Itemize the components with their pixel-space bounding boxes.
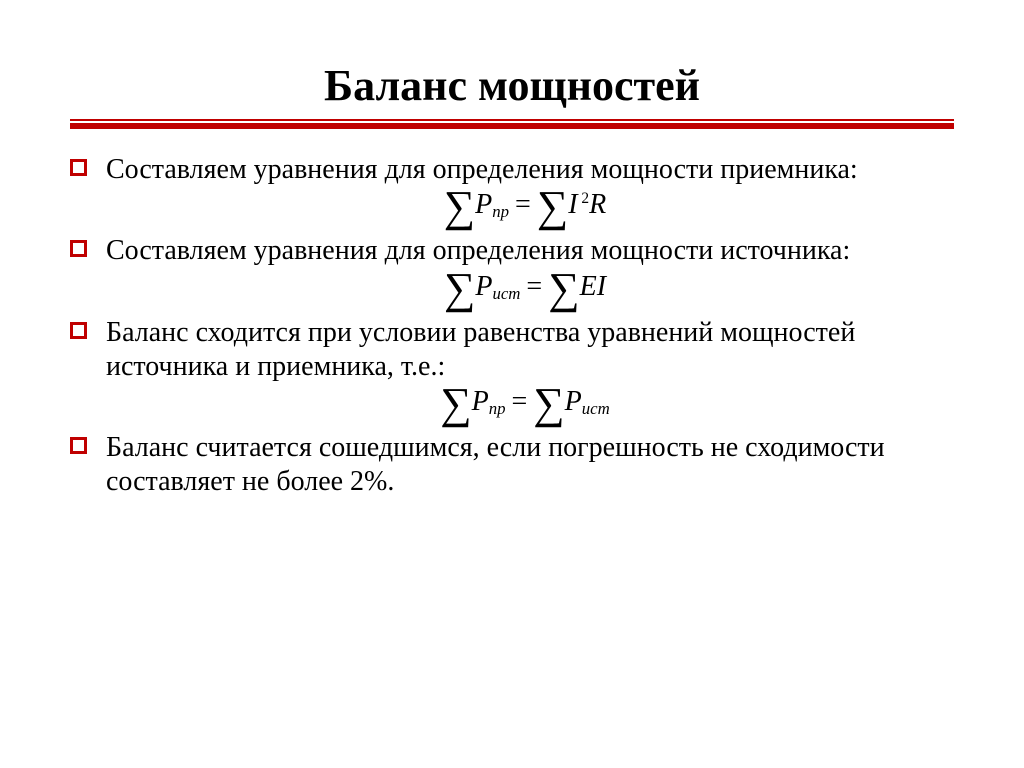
- sigma-icon: ∑: [548, 271, 579, 306]
- content: Составляем уравнения для определения мощ…: [70, 153, 954, 500]
- sub-lhs: пр: [489, 399, 506, 418]
- slide: Баланс мощностей Составляем уравнения дл…: [0, 0, 1024, 768]
- item-text: Баланс сходится при условии равенства ур…: [106, 316, 944, 384]
- sigma-icon: ∑: [533, 386, 564, 421]
- formula-row: ∑Pпр=∑Pист: [106, 386, 944, 421]
- sub-lhs: ист: [492, 284, 520, 303]
- formula: ∑Pпр=∑Pист: [440, 386, 610, 421]
- sub-rhs: ист: [582, 399, 610, 418]
- sigma-icon: ∑: [440, 386, 471, 421]
- list-item: Баланс сходится при условии равенства ур…: [106, 316, 944, 422]
- sigma-icon: ∑: [444, 271, 475, 306]
- item-text: Составляем уравнения для определения мощ…: [106, 153, 944, 187]
- item-text: Баланс считается сошедшимся, если погреш…: [106, 431, 944, 499]
- bullet-icon: [70, 159, 87, 176]
- sigma-icon: ∑: [444, 189, 475, 224]
- formula: ∑Pпр=∑I 2R: [444, 189, 606, 224]
- list-item: Составляем уравнения для определения мощ…: [106, 153, 944, 224]
- formula: ∑Pист=∑EI: [444, 271, 606, 306]
- bullet-icon: [70, 322, 87, 339]
- title-underline: [70, 123, 954, 129]
- bullet-icon: [70, 240, 87, 257]
- list-item: Баланс считается сошедшимся, если погреш…: [106, 431, 944, 499]
- bullet-icon: [70, 437, 87, 454]
- formula-row: ∑Pпр=∑I 2R: [106, 189, 944, 224]
- item-text: Составляем уравнения для определения мощ…: [106, 234, 944, 268]
- slide-title: Баланс мощностей: [70, 60, 954, 111]
- list-item: Составляем уравнения для определения мощ…: [106, 234, 944, 305]
- rhs: EI: [580, 271, 606, 302]
- sub-lhs: пр: [492, 202, 509, 221]
- sigma-icon: ∑: [537, 189, 568, 224]
- rhs: I 2R: [568, 189, 606, 220]
- formula-row: ∑Pист=∑EI: [106, 271, 944, 306]
